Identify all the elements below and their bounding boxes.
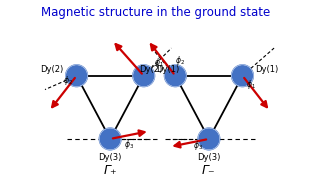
Text: $\phi_1$: $\phi_1$ [154,56,163,69]
Circle shape [198,128,220,150]
Circle shape [164,65,186,87]
Text: Dy(3): Dy(3) [99,153,122,162]
Text: $\phi_3$: $\phi_3$ [124,138,134,151]
Text: Dy(1): Dy(1) [157,65,180,74]
Text: Γ₊: Γ₊ [103,164,117,177]
Circle shape [66,65,88,87]
Text: $\phi_1$: $\phi_1$ [246,78,256,91]
Text: $\phi_3$: $\phi_3$ [193,139,203,152]
Text: Magnetic structure in the ground state: Magnetic structure in the ground state [41,6,270,19]
Circle shape [99,128,121,150]
Text: $\phi_2$: $\phi_2$ [175,54,185,67]
Circle shape [133,65,155,87]
Text: Dy(1): Dy(1) [255,65,278,74]
Text: Dy(2): Dy(2) [40,65,64,74]
Text: $\phi_2$: $\phi_2$ [63,74,73,87]
Circle shape [232,65,253,87]
Text: Dy(3): Dy(3) [197,153,221,162]
Text: Γ₋: Γ₋ [202,164,216,177]
Text: Dy(2): Dy(2) [139,65,162,74]
